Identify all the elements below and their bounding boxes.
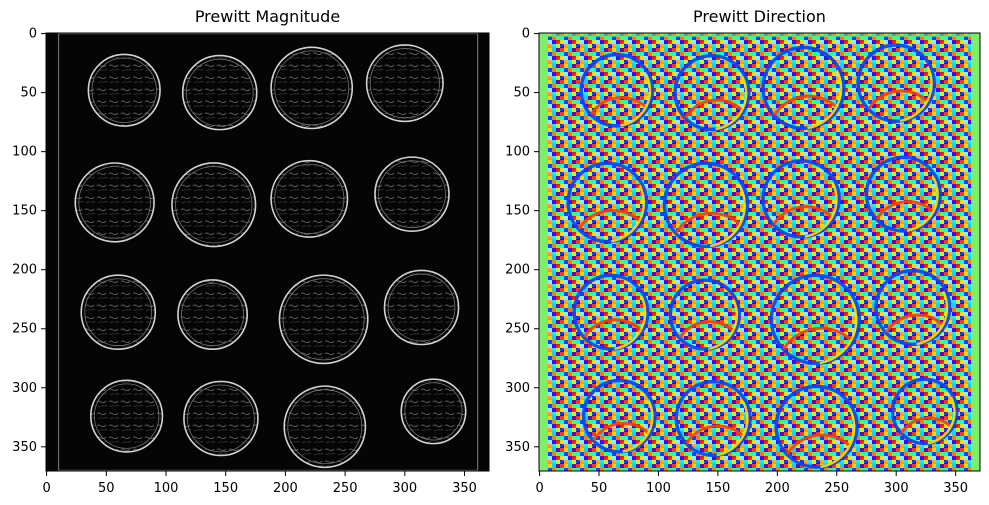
top-border-strip (539, 33, 980, 37)
x-tick-label: 50 (591, 481, 608, 496)
x-tick-label: 300 (392, 481, 417, 496)
coin-7 (271, 161, 347, 237)
coin-11 (771, 275, 859, 363)
coin-5 (568, 163, 646, 241)
x-tick-label: 100 (154, 481, 179, 496)
x-tick-label: 250 (333, 481, 358, 496)
left-green-border (539, 33, 548, 471)
coin-3 (271, 47, 352, 128)
y-tick-label: 250 (12, 322, 37, 337)
magnitude-image (46, 33, 489, 471)
y-tick-label: 250 (505, 322, 530, 337)
y-tick-label: 100 (505, 145, 530, 160)
prewitt-direction-panel: Prewitt Direction 0 50 100 150 200 250 300 350 0 5… (505, 7, 980, 496)
coin-11 (279, 275, 367, 363)
y-tick-label: 0 (522, 27, 530, 42)
x-tick-label: 350 (452, 481, 477, 496)
coin-15 (776, 386, 857, 467)
y-tick-label: 50 (20, 86, 37, 101)
coin-7 (763, 161, 839, 237)
x-tick-label: 300 (884, 481, 909, 496)
x-tick-label: 250 (824, 481, 849, 496)
x-tick-label: 350 (943, 481, 968, 496)
y-tick-label: 300 (12, 381, 37, 396)
y-tick-label: 50 (513, 86, 530, 101)
coin-14 (184, 381, 258, 455)
coin-9 (81, 275, 155, 349)
coin-12 (385, 270, 459, 344)
y-tick-label: 350 (12, 440, 37, 455)
prewitt-direction-title: Prewitt Direction (693, 7, 826, 26)
y-tick-label: 200 (505, 263, 530, 278)
x-tick-label: 200 (765, 481, 790, 496)
y-tick-label: 150 (12, 204, 37, 219)
coin-15 (284, 386, 365, 467)
prewitt-magnitude-title: Prewitt Magnitude (195, 7, 340, 26)
coin-3 (763, 47, 844, 128)
coin-16 (401, 379, 465, 443)
y-tick-label: 100 (12, 145, 37, 160)
x-tick-label: 100 (646, 481, 671, 496)
coin-6 (664, 163, 747, 246)
coin-6 (172, 163, 256, 247)
y-tick-label: 0 (29, 27, 37, 42)
prewitt-magnitude-panel: Prewitt Magnitude 0 50 100 150 200 250 300 350 0 5… (12, 7, 489, 496)
x-tick-label: 150 (213, 481, 238, 496)
coin-10 (178, 280, 247, 349)
right-green-border (971, 33, 980, 471)
y-tick-label: 200 (12, 263, 37, 278)
x-tick-label: 200 (273, 481, 298, 496)
coin-8 (375, 157, 449, 231)
x-tick-label: 50 (98, 481, 115, 496)
coin-1 (88, 54, 160, 126)
coin-2 (183, 56, 257, 130)
x-tick-label: 0 (42, 481, 50, 496)
coin-4 (858, 45, 934, 121)
coin-13 (91, 380, 163, 452)
x-tick-label: 150 (705, 481, 730, 496)
coin-5 (75, 163, 154, 242)
y-tick-label: 350 (505, 440, 530, 455)
y-tick-label: 150 (505, 204, 530, 219)
x-tick-label: 0 (535, 481, 543, 496)
direction-image (539, 33, 980, 471)
y-tick-label: 300 (505, 381, 530, 396)
coin-4 (367, 45, 443, 121)
